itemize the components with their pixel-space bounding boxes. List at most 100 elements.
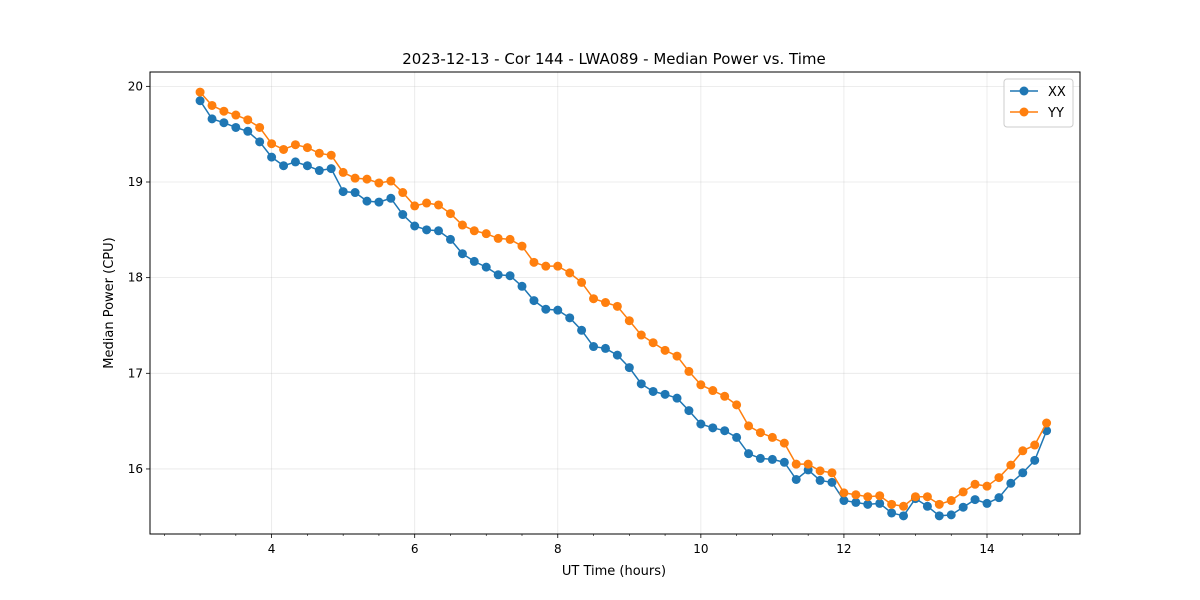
data-point-yy	[1030, 440, 1040, 450]
data-point-yy	[994, 473, 1004, 483]
data-point-xx	[434, 226, 444, 236]
data-point-yy	[267, 139, 277, 149]
data-point-yy	[803, 459, 813, 469]
series-layer	[195, 87, 1052, 521]
data-point-xx	[744, 449, 754, 459]
data-point-yy	[875, 491, 885, 501]
data-point-yy	[219, 106, 229, 116]
x-tick-label: 12	[836, 542, 851, 556]
data-point-yy	[541, 261, 551, 271]
data-point-xx	[672, 393, 682, 403]
data-point-xx	[684, 406, 694, 416]
x-tick-label: 4	[268, 542, 276, 556]
data-point-yy	[839, 488, 849, 498]
data-point-yy	[326, 150, 336, 160]
data-point-yy	[362, 174, 372, 184]
data-point-yy	[970, 479, 980, 489]
data-point-yy	[565, 268, 575, 278]
data-point-yy	[374, 178, 384, 188]
data-point-yy	[755, 428, 765, 438]
data-point-xx	[922, 501, 932, 511]
data-point-yy	[1018, 446, 1028, 456]
data-point-yy	[589, 294, 599, 304]
data-point-xx	[457, 249, 467, 259]
data-point-yy	[255, 122, 265, 132]
data-point-yy	[493, 233, 503, 243]
data-point-xx	[445, 234, 455, 244]
data-point-xx	[732, 432, 742, 442]
data-point-xx	[660, 389, 670, 399]
data-point-yy	[887, 499, 897, 509]
data-point-xx	[565, 313, 575, 323]
y-tick-label: 20	[128, 79, 143, 93]
legend-marker-yy	[1019, 107, 1029, 117]
series-line-xx	[199, 100, 1048, 517]
data-point-xx	[481, 262, 491, 272]
data-point-xx	[195, 96, 205, 106]
data-point-yy	[338, 167, 348, 177]
data-point-xx	[636, 379, 646, 389]
x-axis-label: UT Time (hours)	[562, 564, 666, 579]
data-point-yy	[779, 438, 789, 448]
data-point-yy	[732, 400, 742, 410]
data-point-yy	[434, 200, 444, 210]
data-point-xx	[1006, 478, 1016, 488]
data-point-xx	[386, 193, 396, 203]
data-point-xx	[589, 342, 599, 352]
data-point-xx	[350, 188, 360, 198]
data-point-yy	[481, 229, 491, 239]
data-point-xx	[338, 187, 348, 197]
data-point-yy	[720, 391, 730, 401]
data-point-xx	[970, 495, 980, 505]
data-point-xx	[648, 386, 658, 396]
data-point-yy	[1006, 460, 1016, 470]
data-point-yy	[696, 380, 706, 390]
data-point-xx	[302, 161, 312, 171]
data-point-xx	[529, 296, 539, 306]
legend: XX YY	[1003, 78, 1074, 128]
chart-title: 2023-12-13 - Cor 144 - LWA089 - Median P…	[402, 50, 826, 68]
y-tick-label: 17	[128, 366, 143, 380]
data-point-yy	[279, 144, 289, 154]
data-point-yy	[600, 298, 610, 308]
x-tick-label: 14	[979, 542, 994, 556]
data-point-xx	[946, 510, 956, 520]
data-point-yy	[791, 459, 801, 469]
data-point-xx	[469, 256, 479, 266]
data-point-yy	[899, 501, 909, 511]
data-point-xx	[839, 496, 849, 506]
data-point-yy	[827, 468, 837, 478]
y-axis-label: Median Power (CPU)	[102, 237, 117, 368]
data-point-yy	[851, 490, 861, 500]
data-point-xx	[720, 426, 730, 436]
data-point-xx	[600, 343, 610, 353]
grid	[150, 72, 1080, 534]
data-point-yy	[410, 201, 420, 211]
data-point-yy	[672, 351, 682, 361]
data-point-xx	[219, 118, 229, 128]
data-point-yy	[553, 261, 563, 271]
data-point-xx	[827, 477, 837, 487]
data-point-xx	[934, 511, 944, 521]
x-tick-label: 10	[693, 542, 708, 556]
data-point-yy	[302, 143, 312, 153]
data-point-yy	[469, 226, 479, 236]
data-point-yy	[517, 241, 527, 251]
data-point-xx	[207, 114, 217, 124]
data-point-xx	[541, 304, 551, 314]
data-point-yy	[577, 277, 587, 287]
data-point-xx	[362, 196, 372, 206]
x-axis: 4 6 8 10 12 14	[164, 534, 1059, 556]
data-point-xx	[708, 423, 718, 433]
data-point-xx	[517, 281, 527, 291]
data-point-xx	[279, 161, 289, 171]
data-point-xx	[493, 270, 503, 280]
data-point-xx	[994, 493, 1004, 503]
data-point-xx	[696, 419, 706, 429]
y-tick-label: 16	[128, 462, 143, 476]
data-point-xx	[875, 498, 885, 508]
data-point-yy	[982, 481, 992, 491]
data-point-xx	[1018, 468, 1028, 478]
data-point-xx	[624, 363, 634, 373]
